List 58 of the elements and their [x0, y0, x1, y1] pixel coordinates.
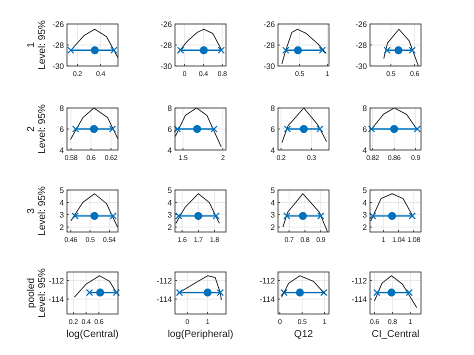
y-tick-label: 4: [362, 198, 368, 208]
y-tick-label: 4: [168, 198, 173, 208]
y-tick-label: 6: [270, 125, 276, 134]
y-tick-label: 3: [60, 210, 65, 220]
y-tick-label: 4: [270, 198, 276, 208]
y-tick-label: 8: [60, 104, 65, 113]
y-tick-label: 6: [168, 125, 173, 134]
y-tick-label: -114: [260, 295, 276, 304]
y-tick-label: -112: [156, 276, 173, 286]
y-tick-label: -28: [355, 41, 368, 50]
y-axis-title: 2 Level: 95%: [26, 104, 48, 154]
y-tick-label: 5: [168, 186, 173, 195]
y-tick-label: -114: [352, 295, 368, 304]
y-tick-label: -28: [263, 41, 276, 50]
y-tick-label: 4: [60, 146, 65, 155]
line-series: [374, 275, 418, 308]
y-tick-label: -30: [263, 62, 276, 71]
y-axis-title: 1 Level: 95%: [26, 20, 48, 70]
y-tick-label: -26: [355, 20, 368, 29]
y-tick-label: 6: [60, 125, 65, 134]
y-tick-label: -112: [48, 276, 65, 286]
y-tick-label: 8: [362, 104, 368, 113]
y-tick-label: -28: [160, 41, 173, 50]
y-tick-label: -114: [156, 295, 173, 304]
y-tick-label: 3: [168, 210, 173, 220]
y-tick-label: 4: [60, 198, 65, 208]
y-tick-label: 3: [270, 210, 276, 220]
y-tick-label: 8: [270, 104, 276, 113]
y-tick-label: 4: [168, 146, 173, 155]
y-tick-label: 6: [362, 125, 368, 134]
y-tick-label: 2: [362, 223, 368, 232]
y-tick-label: 5: [270, 186, 276, 195]
y-axis-title: 3 Level: 95%: [26, 186, 48, 236]
y-tick-label: 5: [60, 186, 65, 195]
y-tick-label: -26: [160, 20, 173, 29]
y-tick-label: 3: [362, 210, 368, 220]
y-tick-label: 2: [270, 223, 276, 232]
y-tick-label: 2: [168, 223, 173, 232]
y-tick-label: 5: [362, 186, 368, 195]
y-tick-label: -30: [52, 62, 65, 71]
y-axis-title: pooled Level: 95%: [26, 268, 48, 318]
y-tick-label: 2: [60, 223, 65, 232]
y-tick-label: -112: [260, 276, 276, 286]
y-tick-label: -112: [352, 276, 368, 286]
y-tick-label: -30: [160, 62, 173, 71]
y-tick-label: -114: [48, 295, 65, 304]
y-tick-label: -26: [52, 20, 65, 29]
x-axis-title: log(Central): [66, 329, 119, 340]
y-tick-label: 4: [362, 146, 368, 155]
x-axis-title: CI_Central: [372, 329, 420, 340]
y-tick-label: 8: [168, 104, 173, 113]
y-tick-label: -28: [52, 41, 65, 50]
line-series: [177, 275, 222, 300]
y-tick-label: -30: [355, 62, 368, 71]
y-tick-label: 4: [270, 146, 276, 155]
x-axis-title: log(Peripheral): [168, 329, 234, 340]
y-tick-label: -26: [263, 20, 276, 29]
x-axis-title: Q12: [294, 329, 314, 340]
